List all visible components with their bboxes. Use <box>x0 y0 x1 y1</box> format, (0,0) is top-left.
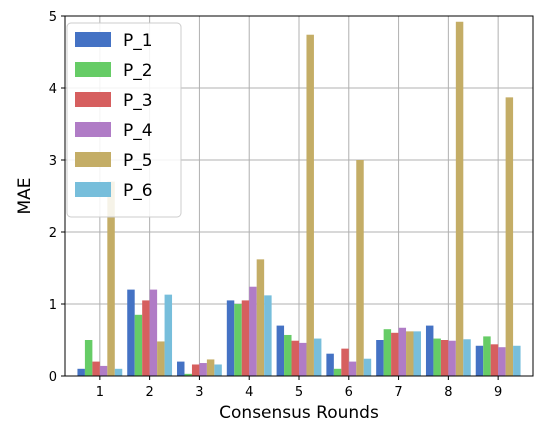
bar-p_6-round-7 <box>413 331 421 376</box>
y-tick-label: 2 <box>49 226 57 241</box>
bar-p_6-round-1 <box>114 368 123 376</box>
x-tick-label: 5 <box>295 385 303 400</box>
bar-p_1-round-6 <box>326 353 334 376</box>
bar-p_6-round-4 <box>264 295 272 376</box>
x-tick-label: 2 <box>145 385 153 400</box>
bar-p_6-round-6 <box>363 358 372 376</box>
x-axis-ticks: 1 2 3 4 5 6 7 8 9 <box>96 376 502 400</box>
y-tick-label: 1 <box>49 298 57 313</box>
bar-p_1-round-1 <box>77 368 85 376</box>
bar-p_3-round-4 <box>241 300 250 376</box>
bar-p_2-round-4 <box>234 304 242 376</box>
y-axis-label: MAE <box>15 177 35 214</box>
x-tick-label: 8 <box>444 385 452 400</box>
bar-p_2-round-8 <box>433 338 441 376</box>
x-tick-label: 6 <box>345 385 353 400</box>
bar-p_1-round-3 <box>177 361 185 376</box>
bar-p_6-round-2 <box>164 294 173 376</box>
legend-swatch-p_1 <box>75 32 111 47</box>
bar-p_5-round-3 <box>206 359 215 376</box>
legend-swatch-p_4 <box>75 122 111 137</box>
bar-p_4-round-1 <box>99 365 108 376</box>
bar-p_2-round-1 <box>84 340 93 376</box>
bar-p_1-round-2 <box>127 289 135 376</box>
bar-p_3-round-1 <box>92 361 100 376</box>
bar-p_2-round-3 <box>184 373 192 376</box>
legend-label-p_5: P_5 <box>123 151 153 171</box>
bar-p_6-round-3 <box>214 364 222 376</box>
bar-p_3-round-8 <box>440 340 449 376</box>
bar-p_2-round-9 <box>483 336 491 376</box>
bar-p_4-round-5 <box>299 342 307 376</box>
bar-p_6-round-5 <box>313 338 322 376</box>
y-tick-label: 5 <box>49 10 57 25</box>
bar-p_3-round-3 <box>191 364 200 376</box>
bar-p_2-round-5 <box>284 334 292 376</box>
y-tick-label: 4 <box>49 82 57 97</box>
legend: P_1 P_2 P_3 P_4 P_5 P_6 <box>66 22 182 218</box>
legend-label-p_2: P_2 <box>123 61 153 81</box>
bar-p_1-round-7 <box>376 340 384 376</box>
bar-p_1-round-8 <box>425 325 434 376</box>
y-axis-ticks: 0 1 2 3 4 5 <box>49 10 65 385</box>
bar-p_2-round-2 <box>134 314 143 376</box>
bar-p_4-round-3 <box>199 363 207 376</box>
bar-p_5-round-4 <box>256 259 265 376</box>
bar-p_2-round-7 <box>383 329 392 376</box>
legend-swatch-p_3 <box>75 92 111 107</box>
bar-p_5-round-1 <box>107 181 115 376</box>
bar-p_3-round-9 <box>490 344 499 376</box>
bar-p_5-round-2 <box>157 341 165 376</box>
x-tick-label: 1 <box>96 385 104 400</box>
bar-p_3-round-5 <box>291 340 299 376</box>
bar-p_5-round-5 <box>306 34 314 376</box>
legend-label-p_4: P_4 <box>123 121 153 141</box>
bar-p_5-round-8 <box>455 21 464 376</box>
bar-p_1-round-4 <box>226 300 235 376</box>
bar-p_3-round-7 <box>391 332 399 376</box>
bar-p_6-round-8 <box>463 339 471 376</box>
bar-p_6-round-9 <box>513 345 521 376</box>
bar-p_1-round-5 <box>276 325 285 376</box>
bar-p_4-round-2 <box>149 289 158 376</box>
bar-p_5-round-9 <box>505 97 514 377</box>
legend-swatch-p_5 <box>75 152 111 167</box>
bar-p_4-round-7 <box>398 327 407 376</box>
legend-label-p_1: P_1 <box>123 31 153 51</box>
bars <box>77 21 521 377</box>
x-tick-label: 7 <box>394 385 402 400</box>
bar-p_3-round-2 <box>142 300 150 376</box>
x-tick-label: 4 <box>245 385 253 400</box>
legend-swatch-p_6 <box>75 182 111 197</box>
legend-label-p_6: P_6 <box>123 181 153 201</box>
x-axis-label: Consensus Rounds <box>219 403 379 423</box>
y-tick-label: 0 <box>49 370 57 385</box>
x-tick-label: 3 <box>195 385 203 400</box>
bar-p_1-round-9 <box>475 345 484 376</box>
bar-p_2-round-6 <box>333 368 342 376</box>
bar-p_4-round-9 <box>498 347 506 376</box>
bar-p_3-round-6 <box>341 348 349 376</box>
x-tick-label: 9 <box>494 385 502 400</box>
bar-p_4-round-4 <box>249 286 257 376</box>
y-tick-label: 3 <box>49 154 57 169</box>
legend-label-p_3: P_3 <box>123 91 153 111</box>
legend-swatch-p_2 <box>75 62 111 77</box>
bar-p_4-round-8 <box>448 340 456 376</box>
bar-p_5-round-6 <box>356 160 364 376</box>
bar-p_4-round-6 <box>348 361 357 376</box>
bar-p_5-round-7 <box>406 331 414 376</box>
